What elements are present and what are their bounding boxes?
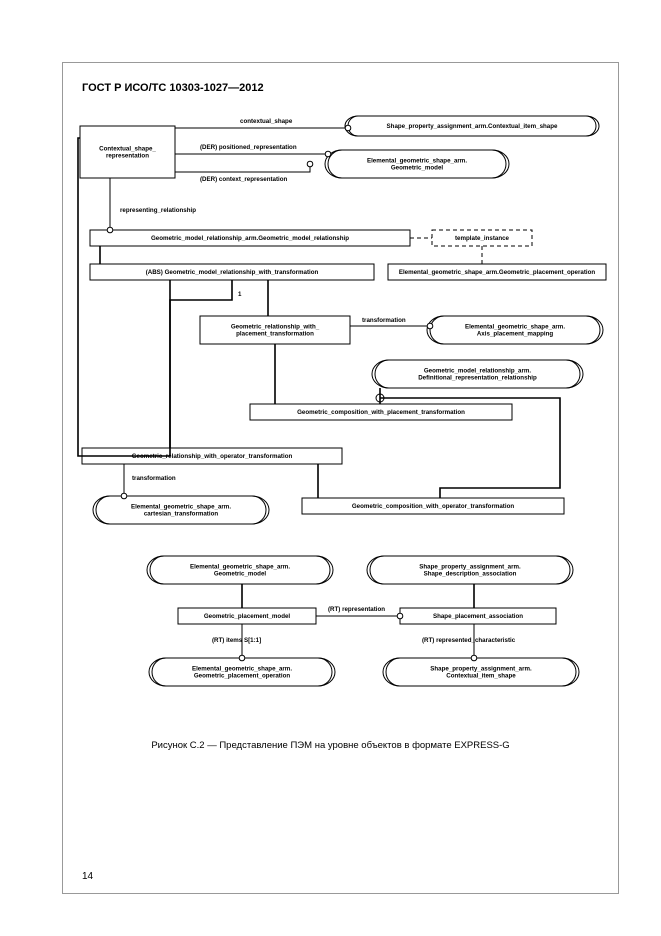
svg-text:Elemental_geometric_shape_arm.: Elemental_geometric_shape_arm.Geometric_… xyxy=(399,269,596,276)
figure-caption: Рисунок C.2 — Представление ПЭМ на уровн… xyxy=(0,740,661,751)
svg-text:(RT) representation: (RT) representation xyxy=(328,606,385,613)
svg-text:Shape_property_assignment_arm.: Shape_property_assignment_arm. xyxy=(430,666,532,673)
svg-text:Shape_description_association: Shape_description_association xyxy=(424,571,517,578)
svg-text:Elemental_geometric_shape_arm.: Elemental_geometric_shape_arm. xyxy=(192,666,292,673)
svg-text:Geometric_relationship_with_: Geometric_relationship_with_ xyxy=(231,324,320,331)
document-header: ГОСТ Р ИСО/ТС 10303-1027—2012 xyxy=(82,82,264,94)
svg-text:cartesian_transformation: cartesian_transformation xyxy=(144,511,218,518)
svg-text:Elemental_geometric_shape_arm.: Elemental_geometric_shape_arm. xyxy=(131,504,231,511)
svg-text:Contextual_item_shape: Contextual_item_shape xyxy=(446,673,516,680)
svg-text:Geometric_placement_model: Geometric_placement_model xyxy=(204,613,291,620)
svg-text:Geometric_composition_with_ope: Geometric_composition_with_operator_tran… xyxy=(352,503,515,510)
svg-text:(RT) items S[1:1]: (RT) items S[1:1] xyxy=(212,637,261,644)
svg-text:transformation: transformation xyxy=(362,317,406,324)
svg-text:Geometric_placement_operation: Geometric_placement_operation xyxy=(194,673,291,680)
svg-text:Geometric_model_relationship_a: Geometric_model_relationship_arm. xyxy=(424,368,532,375)
svg-text:1: 1 xyxy=(238,291,242,298)
svg-text:Geometric_model: Geometric_model xyxy=(391,165,444,172)
svg-text:Axis_placement_mapping: Axis_placement_mapping xyxy=(477,331,554,338)
svg-text:(RT) represented_characteristi: (RT) represented_characteristic xyxy=(422,637,516,644)
svg-text:Elemental_geometric_shape_arm.: Elemental_geometric_shape_arm. xyxy=(190,564,290,571)
svg-text:Contextual_shape_: Contextual_shape_ xyxy=(99,146,156,153)
express-g-diagram: Contextual_shape_representation Shape_pro… xyxy=(70,108,610,728)
svg-text:(DER) context_representation: (DER) context_representation xyxy=(200,176,288,183)
page: ГОСТ Р ИСО/ТС 10303-1027—2012 Contextual… xyxy=(0,0,661,936)
svg-text:Geometric_model: Geometric_model xyxy=(214,571,267,578)
svg-text:(ABS) Geometric_model_relation: (ABS) Geometric_model_relationship_with_… xyxy=(146,269,319,276)
svg-text:Elemental_geometric_shape_arm.: Elemental_geometric_shape_arm. xyxy=(367,158,467,165)
svg-text:Definitional_representation_re: Definitional_representation_relationship xyxy=(418,375,537,382)
svg-text:placement_transformation: placement_transformation xyxy=(236,331,314,338)
svg-text:Shape_placement_association: Shape_placement_association xyxy=(433,613,523,620)
svg-text:Geometric_model_relationship_a: Geometric_model_relationship_arm.Geometr… xyxy=(151,235,349,242)
svg-text:transformation: transformation xyxy=(132,475,176,482)
svg-text:representing_relationship: representing_relationship xyxy=(120,207,196,214)
page-number: 14 xyxy=(82,871,93,882)
svg-text:Geometric_composition_with_pla: Geometric_composition_with_placement_tra… xyxy=(297,409,465,416)
svg-text:representation: representation xyxy=(106,153,149,160)
svg-text:Shape_property_assignment_arm.: Shape_property_assignment_arm. xyxy=(419,564,521,571)
svg-text:(DER) positioned_representatio: (DER) positioned_representation xyxy=(200,144,297,151)
svg-text:template_instance: template_instance xyxy=(455,235,510,242)
svg-text:contextual_shape: contextual_shape xyxy=(240,118,293,125)
svg-text:Elemental_geometric_shape_arm.: Elemental_geometric_shape_arm. xyxy=(465,324,565,331)
diagram-svg: Contextual_shape_representation Shape_pro… xyxy=(70,108,610,728)
svg-text:Shape_property_assignment_arm.: Shape_property_assignment_arm.Contextual… xyxy=(387,123,558,130)
